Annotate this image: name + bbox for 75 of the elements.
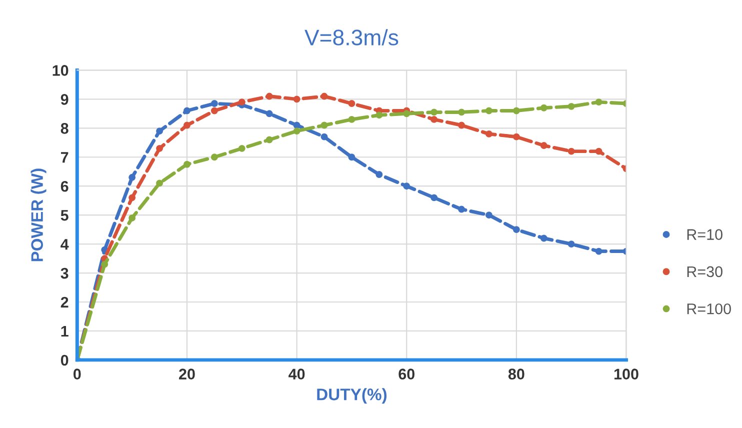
point bbox=[512, 133, 520, 140]
point bbox=[184, 107, 190, 114]
point bbox=[320, 133, 328, 140]
point bbox=[348, 116, 356, 123]
point bbox=[595, 98, 602, 106]
point bbox=[293, 128, 300, 135]
point bbox=[568, 102, 575, 110]
point bbox=[128, 174, 136, 181]
x-axis-title: DUTY(%) bbox=[317, 388, 387, 404]
legend-label: R=100 bbox=[687, 303, 731, 314]
point bbox=[293, 96, 300, 103]
point bbox=[486, 212, 492, 219]
point bbox=[348, 100, 356, 107]
point bbox=[540, 142, 548, 149]
point bbox=[266, 92, 273, 100]
x-tick-label: 40 bbox=[288, 368, 305, 380]
point bbox=[458, 108, 465, 116]
y-tick-label: 10 bbox=[52, 65, 68, 76]
point bbox=[568, 240, 575, 248]
point bbox=[486, 107, 492, 114]
y-tick-label: 9 bbox=[60, 94, 68, 105]
point bbox=[348, 154, 356, 161]
point bbox=[320, 122, 328, 129]
point bbox=[568, 148, 575, 155]
legend-label: R=30 bbox=[687, 266, 722, 278]
point bbox=[403, 182, 410, 190]
point bbox=[430, 108, 438, 116]
point bbox=[210, 107, 218, 114]
point bbox=[458, 206, 465, 213]
x-tick-label: 0 bbox=[74, 368, 81, 380]
y-tick-label: 0 bbox=[60, 354, 68, 366]
x-tick-label: 20 bbox=[179, 368, 195, 380]
y-tick-label: 3 bbox=[60, 268, 68, 279]
point bbox=[156, 180, 164, 187]
point bbox=[210, 154, 218, 161]
point bbox=[238, 98, 246, 106]
point bbox=[376, 112, 383, 119]
x-tick-label: 80 bbox=[508, 368, 524, 380]
point bbox=[512, 226, 520, 234]
point bbox=[210, 100, 218, 107]
point bbox=[430, 116, 438, 123]
point bbox=[320, 92, 328, 100]
point bbox=[376, 171, 383, 178]
legend-label: R=10 bbox=[687, 229, 722, 240]
y-axis-title: POWER (W) bbox=[30, 168, 46, 262]
y-tick-label: 2 bbox=[60, 296, 68, 308]
point bbox=[540, 104, 548, 112]
x-tick-label: 100 bbox=[614, 368, 638, 380]
point bbox=[184, 160, 190, 168]
point bbox=[403, 110, 410, 118]
y-tick-label: 7 bbox=[60, 152, 68, 163]
point bbox=[266, 136, 273, 144]
point bbox=[293, 122, 300, 129]
point bbox=[128, 194, 136, 202]
point bbox=[595, 248, 602, 255]
point bbox=[486, 130, 492, 138]
point bbox=[101, 260, 108, 268]
point bbox=[512, 107, 520, 114]
point bbox=[540, 234, 548, 242]
point bbox=[238, 144, 246, 152]
point bbox=[128, 214, 136, 222]
point bbox=[156, 144, 164, 152]
point bbox=[266, 110, 273, 118]
point bbox=[458, 122, 465, 129]
point bbox=[156, 128, 164, 135]
x-tick-label: 60 bbox=[398, 368, 414, 380]
chart-title: V=8.3m/s bbox=[304, 29, 398, 46]
y-tick-label: 1 bbox=[61, 326, 68, 337]
y-tick-label: 8 bbox=[60, 123, 68, 134]
y-tick-label: 4 bbox=[60, 239, 69, 250]
point bbox=[595, 148, 602, 155]
y-tick-label: 5 bbox=[60, 210, 68, 221]
point bbox=[184, 122, 190, 129]
y-tick-label: 6 bbox=[60, 180, 68, 192]
point bbox=[430, 194, 438, 202]
